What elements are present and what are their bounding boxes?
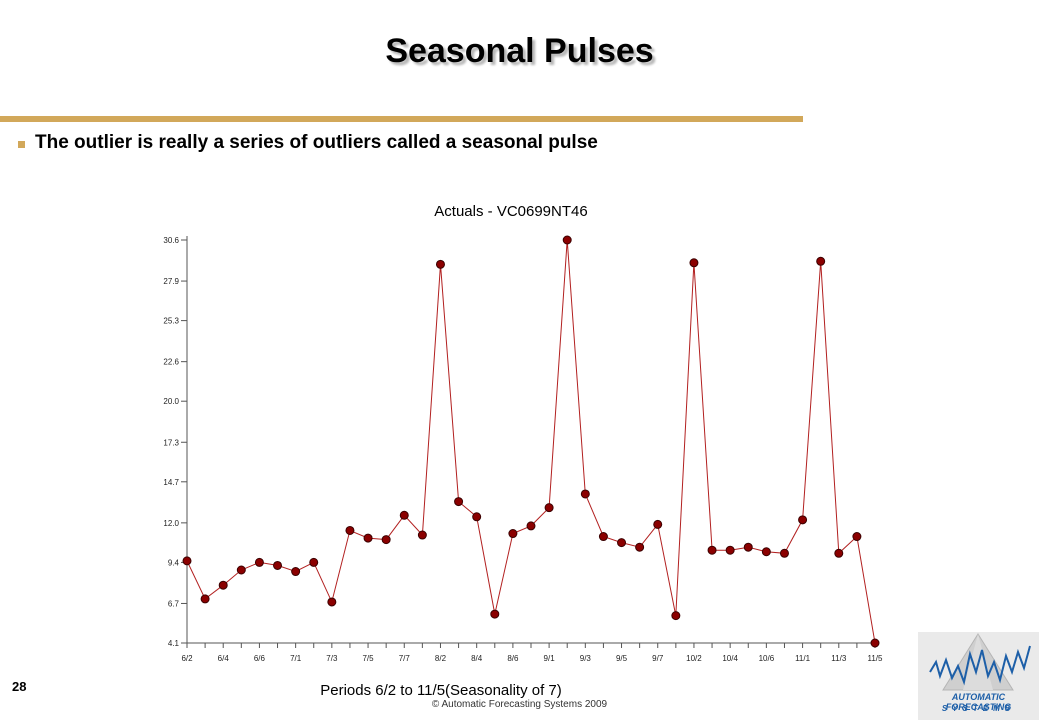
x-tick-label: 6/6 <box>254 654 266 663</box>
x-tick-label: 9/5 <box>616 654 628 663</box>
data-point <box>508 529 518 539</box>
y-tick-label: 12.0 <box>163 519 179 528</box>
x-tick-label: 7/1 <box>290 654 302 663</box>
data-point <box>218 580 228 590</box>
x-tick-label: 6/4 <box>218 654 230 663</box>
data-point <box>653 519 663 529</box>
data-point <box>254 557 264 567</box>
data-point <box>635 542 645 552</box>
y-tick-label: 14.7 <box>163 478 179 487</box>
title-underline <box>0 116 803 122</box>
data-point <box>345 525 355 535</box>
x-axis-label: Periods 6/2 to 11/5(Seasonality of 7) <box>320 682 562 699</box>
data-point <box>309 557 319 567</box>
logo-graphic-icon <box>929 633 1031 691</box>
data-point <box>671 611 681 621</box>
data-point <box>417 530 427 540</box>
data-point <box>761 547 771 557</box>
data-point <box>526 521 536 531</box>
x-tick-label: 10/6 <box>759 654 775 663</box>
x-tick-label: 8/2 <box>435 654 447 663</box>
y-tick-label: 4.1 <box>168 639 180 648</box>
x-tick-label: 9/1 <box>544 654 556 663</box>
logo-text-line1: AUTOMATIC FORECASTING <box>945 692 1012 712</box>
bullet-item: The outlier is really a series of outlie… <box>18 132 598 154</box>
line-chart: Actuals - VC0699NT46 30.6 27.9 25.3 22.6 20.0… <box>163 203 884 699</box>
data-point <box>779 548 789 558</box>
data-point <box>399 510 409 520</box>
data-point <box>580 489 590 499</box>
x-tick-label: 9/3 <box>580 654 592 663</box>
data-point <box>454 497 464 507</box>
data-point <box>472 512 482 522</box>
data-point <box>291 567 301 577</box>
data-point <box>490 609 500 619</box>
bullet-text: The outlier is really a series of outlie… <box>35 132 598 153</box>
y-tick-label: 17.3 <box>163 438 179 447</box>
data-point <box>200 594 210 604</box>
data-point <box>707 545 717 555</box>
data-point <box>544 503 554 513</box>
data-point <box>236 565 246 575</box>
x-tick-label: 8/4 <box>471 654 483 663</box>
logo-text-line2: SYSTEMS <box>941 704 1016 713</box>
slide-title: Seasonal Pulses <box>385 32 654 70</box>
x-tick-label: 8/6 <box>507 654 519 663</box>
y-tick-label: 27.9 <box>163 277 179 286</box>
data-point <box>689 258 699 268</box>
data-point <box>381 535 391 545</box>
x-tick-label: 7/3 <box>326 654 338 663</box>
y-tick-label: 6.7 <box>168 599 180 608</box>
page-number: 28 <box>12 679 27 694</box>
data-point <box>617 538 627 548</box>
y-tick-label: 20.0 <box>163 397 179 406</box>
footer-copyright: © Automatic Forecasting Systems 2009 <box>431 699 608 710</box>
x-tick-label: 10/2 <box>686 654 702 663</box>
data-point <box>725 545 735 555</box>
company-logo: AUTOMATIC FORECASTING SYSTEMS <box>918 632 1039 720</box>
x-tick-label: 10/4 <box>722 654 738 663</box>
x-tick-label: 9/7 <box>652 654 664 663</box>
x-tick-label: 11/1 <box>795 654 811 663</box>
data-point <box>816 256 826 266</box>
x-tick-label: 11/3 <box>831 654 847 663</box>
data-point <box>363 533 373 543</box>
series-line <box>186 239 876 644</box>
data-point <box>598 532 608 542</box>
chart-title: Actuals - VC0699NT46 <box>434 203 587 220</box>
x-tick-label: 6/2 <box>181 654 193 663</box>
y-tick-label: 9.4 <box>168 558 180 567</box>
bullet-square-icon <box>18 140 25 148</box>
data-point <box>743 542 753 552</box>
data-point <box>798 515 808 525</box>
data-point <box>182 556 192 566</box>
y-tick-label: 22.6 <box>163 358 179 367</box>
data-point <box>273 560 283 570</box>
chart-container: Actuals - VC0699NT46 30.6 27.9 25.3 22.6 20.0… <box>140 192 900 702</box>
data-point <box>562 235 572 245</box>
x-tick-label: 7/7 <box>399 654 411 663</box>
y-tick-label: 30.6 <box>163 236 179 245</box>
data-point <box>327 597 337 607</box>
data-point <box>834 548 844 558</box>
data-point <box>852 532 862 542</box>
data-point <box>435 259 445 269</box>
x-tick-label: 11/5 <box>868 654 884 663</box>
y-tick-label: 25.3 <box>163 317 179 326</box>
data-point <box>870 638 880 648</box>
x-tick-label: 7/5 <box>362 654 374 663</box>
